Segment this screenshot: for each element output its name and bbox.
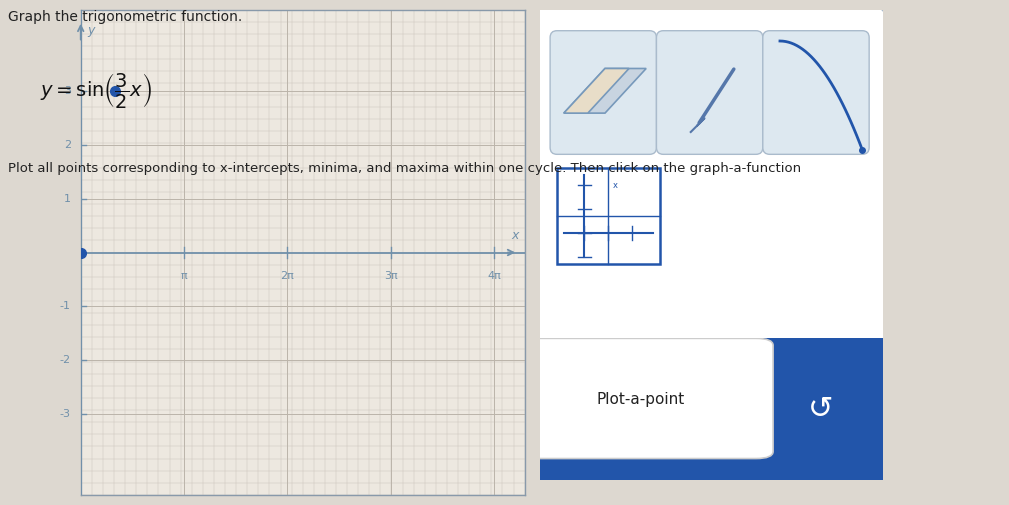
FancyBboxPatch shape [533,7,886,361]
Text: 3π: 3π [383,271,398,281]
Text: ⬜: ⬜ [596,84,610,104]
Text: -2: -2 [60,355,71,365]
Polygon shape [564,69,646,113]
FancyBboxPatch shape [557,168,660,264]
FancyBboxPatch shape [516,338,773,459]
Text: 2π: 2π [281,271,295,281]
Text: Plot-a-point: Plot-a-point [597,392,685,407]
Text: 3: 3 [64,86,71,96]
Text: -3: -3 [60,409,71,419]
Text: Graph the trigonometric function.: Graph the trigonometric function. [8,10,242,24]
Text: 2: 2 [64,140,71,150]
Text: 4π: 4π [487,271,500,281]
Text: x: x [612,181,618,190]
FancyBboxPatch shape [763,31,869,155]
Polygon shape [564,69,629,113]
Text: $y= \sin\!\left(\dfrac{3}{2}x\right)$: $y= \sin\!\left(\dfrac{3}{2}x\right)$ [40,71,152,110]
Text: π: π [181,271,188,281]
FancyBboxPatch shape [657,31,763,155]
Text: x: x [512,229,519,242]
FancyBboxPatch shape [526,333,897,485]
FancyBboxPatch shape [550,31,657,155]
Text: ↺: ↺ [808,394,833,424]
Text: 1: 1 [64,193,71,204]
Text: Plot all points corresponding to x-intercepts, minima, and maxima within one cyc: Plot all points corresponding to x-inter… [8,162,801,175]
Text: y: y [88,24,95,36]
Text: -1: -1 [60,301,71,312]
